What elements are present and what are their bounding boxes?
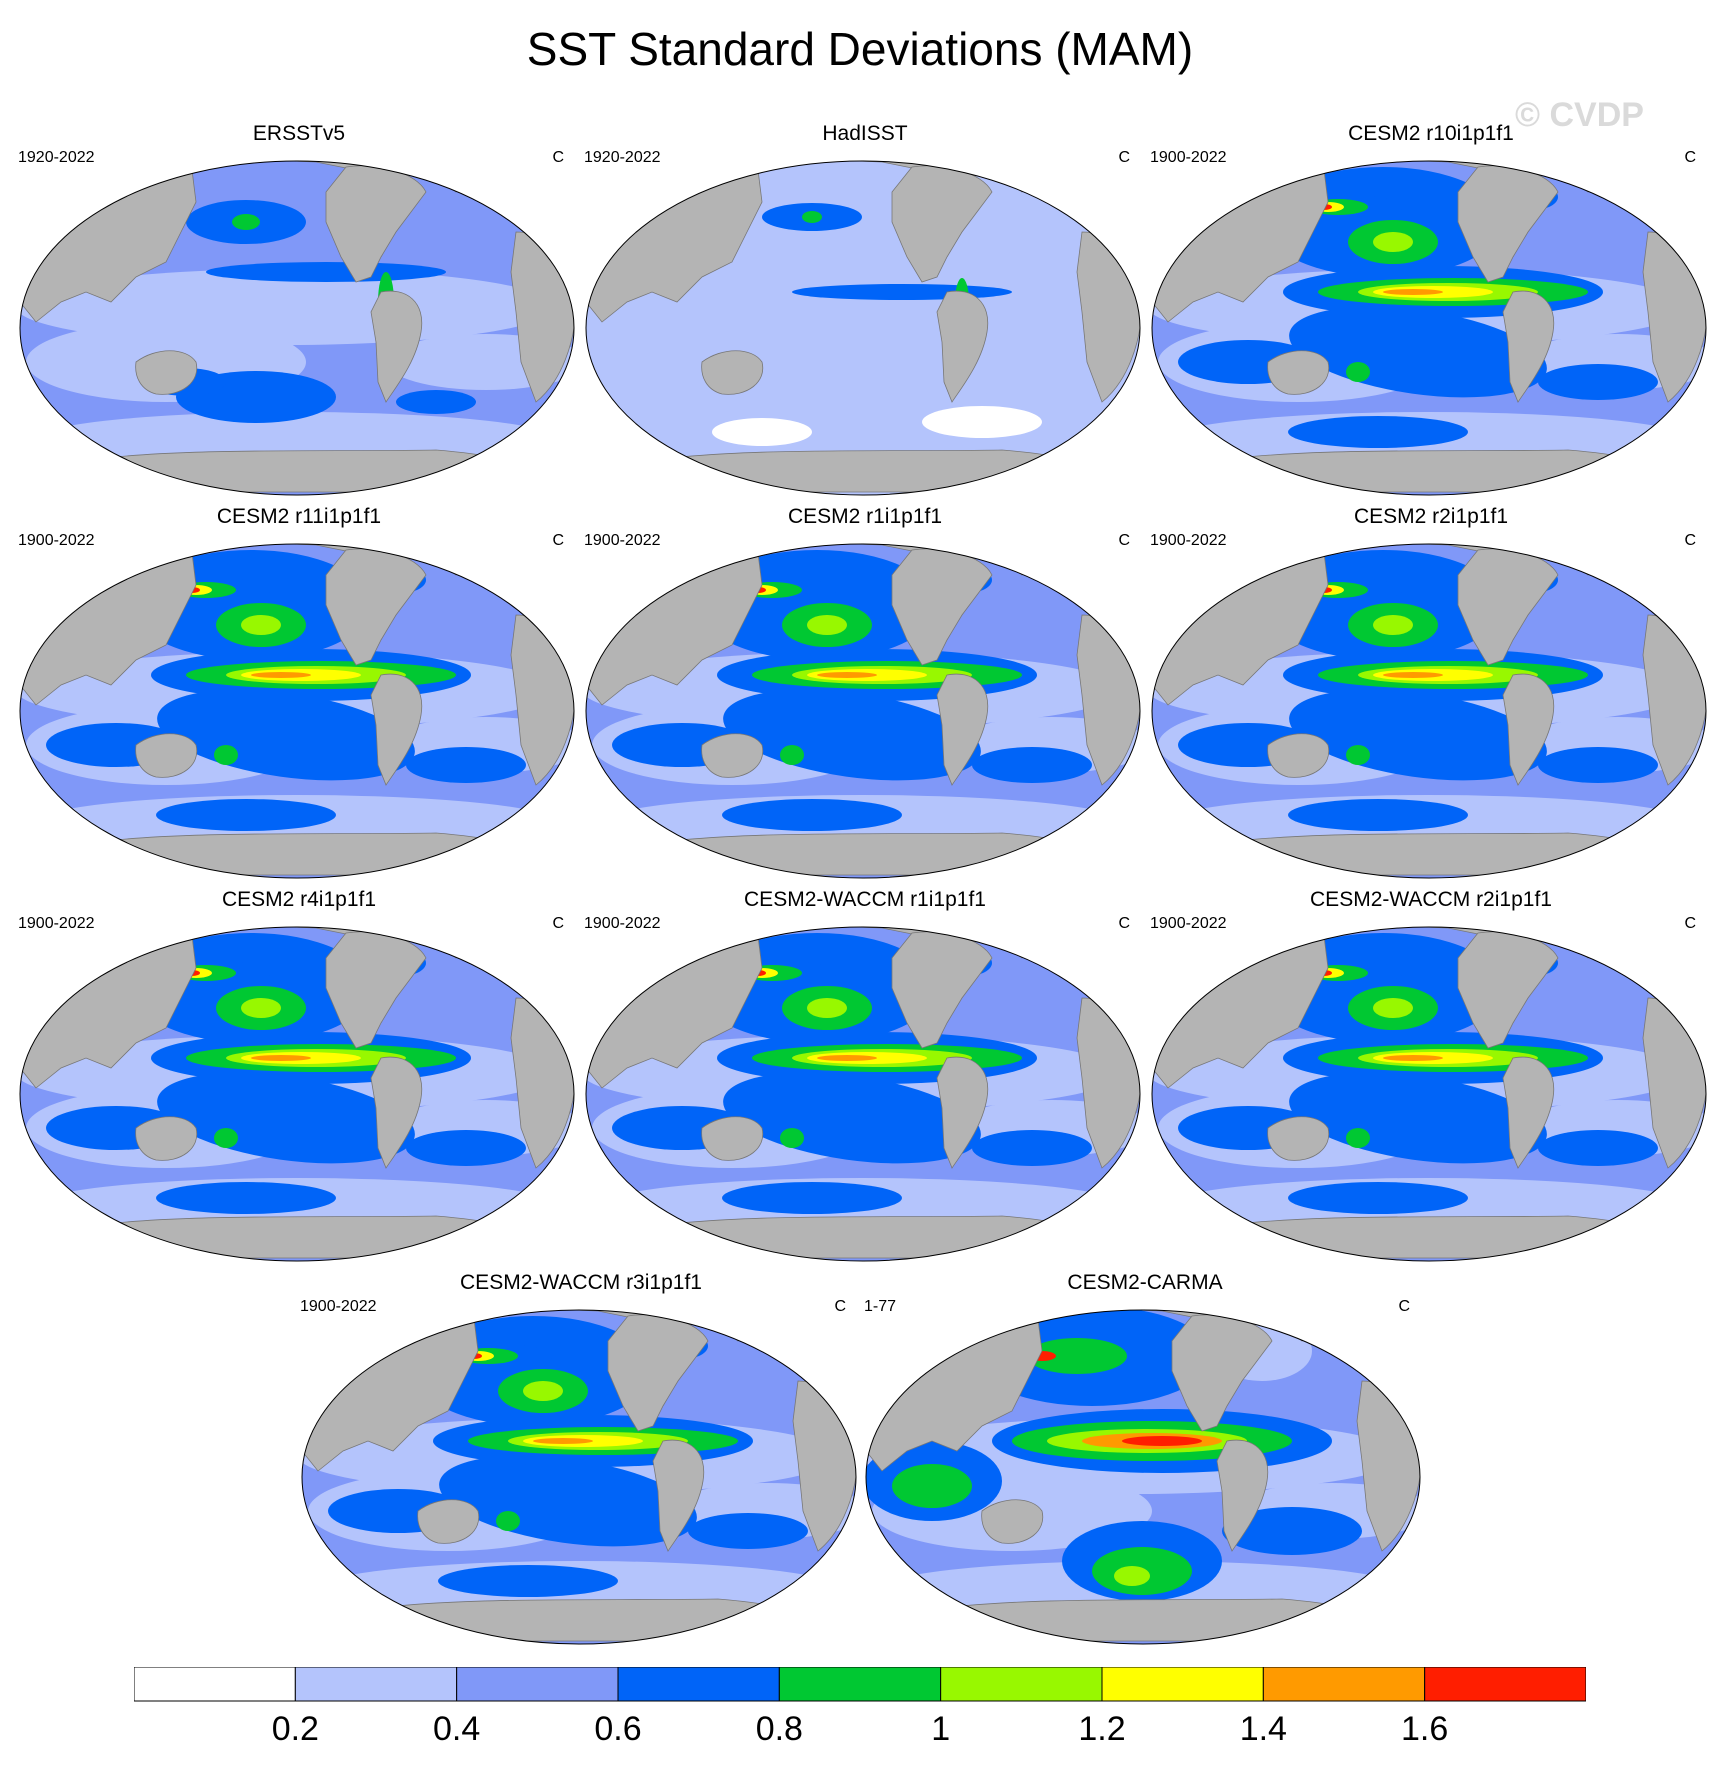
world-map <box>1151 926 1707 1262</box>
panel-period: 1920-2022 <box>584 149 661 166</box>
colorbar-segment <box>940 1667 1103 1702</box>
panel-units: C <box>1684 149 1696 166</box>
world-map <box>865 1309 1421 1645</box>
world-map <box>1151 160 1707 496</box>
colorbar-tick-label: 0.8 <box>755 1710 803 1748</box>
map-panel: HadISST 1920-2022 C <box>582 122 1148 502</box>
map-panel: CESM2-WACCM r2i1p1f1 1900-2022 C <box>1148 888 1714 1268</box>
colorbar-tick-label: 1.2 <box>1078 1710 1126 1748</box>
colorbar-tick-label: 1 <box>931 1710 951 1748</box>
map-panel: ERSSTv5 1920-2022 C <box>16 122 582 502</box>
panel-period: 1-77 <box>864 1298 897 1315</box>
world-map <box>585 926 1141 1262</box>
world-map <box>585 543 1141 879</box>
panel-units: C <box>1684 915 1696 932</box>
colorbar-segment <box>617 1667 780 1702</box>
panel-title: CESM2 r11i1p1f1 <box>216 505 382 528</box>
panel-units: C <box>1118 915 1130 932</box>
world-map <box>19 543 575 879</box>
map-panel: CESM2 r1i1p1f1 1900-2022 C <box>582 505 1148 885</box>
panel-units: C <box>552 149 564 166</box>
panel-period: 1900-2022 <box>18 532 95 549</box>
colorbar-tick-label: 1.4 <box>1239 1710 1287 1748</box>
cvdp-watermark: © CVDP <box>1515 96 1644 134</box>
panel-units: C <box>834 1298 846 1315</box>
panel-units: C <box>552 915 564 932</box>
panel-title: CESM2 r2i1p1f1 <box>1353 505 1509 528</box>
map-panel: CESM2 r2i1p1f1 1900-2022 C <box>1148 505 1714 885</box>
panel-title: CESM2 r4i1p1f1 <box>221 888 377 911</box>
map-panel: CESM2-CARMA 1-77 C <box>862 1271 1428 1651</box>
map-panel: CESM2 r4i1p1f1 1900-2022 C <box>16 888 582 1268</box>
colorbar-segment <box>1262 1667 1426 1702</box>
figure-title: SST Standard Deviations (MAM) <box>526 23 1194 75</box>
colorbar-tick-label: 0.2 <box>271 1710 319 1748</box>
map-panel: CESM2-WACCM r1i1p1f1 1900-2022 C <box>582 888 1148 1268</box>
map-panel: CESM2 r10i1p1f1 1900-2022 C <box>1148 122 1714 502</box>
panel-period: 1900-2022 <box>300 1298 377 1315</box>
colorbar-segment <box>1101 1667 1264 1702</box>
panel-period: 1900-2022 <box>1150 149 1227 166</box>
panel-units: C <box>1118 532 1130 549</box>
panel-title: CESM2-CARMA <box>1067 1271 1223 1294</box>
panel-period: 1900-2022 <box>18 915 95 932</box>
panel-title: CESM2-WACCM r3i1p1f1 <box>460 1271 702 1294</box>
colorbar <box>134 1667 1586 1702</box>
world-map <box>19 160 575 496</box>
colorbar-segment <box>456 1667 619 1702</box>
panel-title: CESM2-WACCM r2i1p1f1 <box>1310 888 1552 911</box>
panel-period: 1900-2022 <box>1150 532 1227 549</box>
colorbar-tick-label: 0.6 <box>594 1710 642 1748</box>
panel-units: C <box>1118 149 1130 166</box>
colorbar-segment <box>134 1667 296 1702</box>
panel-title: HadISST <box>822 122 908 145</box>
colorbar-segment <box>294 1667 458 1702</box>
panel-title: CESM2 r10i1p1f1 <box>1348 122 1514 145</box>
world-map <box>19 926 575 1262</box>
colorbar-segment <box>778 1667 942 1702</box>
panel-period: 1920-2022 <box>18 149 95 166</box>
panel-units: C <box>1398 1298 1410 1315</box>
colorbar-segment <box>1424 1667 1586 1702</box>
map-panel: CESM2-WACCM r3i1p1f1 1900-2022 C <box>298 1271 864 1651</box>
colorbar-tick-label: 1.6 <box>1401 1710 1449 1748</box>
world-map <box>1151 543 1707 879</box>
world-map <box>301 1309 857 1645</box>
panel-units: C <box>1684 532 1696 549</box>
panel-units: C <box>552 532 564 549</box>
panel-title: CESM2 r1i1p1f1 <box>787 505 943 528</box>
panel-title: ERSSTv5 <box>252 122 346 145</box>
map-panel: CESM2 r11i1p1f1 1900-2022 C <box>16 505 582 885</box>
panel-period: 1900-2022 <box>584 915 661 932</box>
world-map <box>585 160 1141 496</box>
panel-period: 1900-2022 <box>1150 915 1227 932</box>
panel-period: 1900-2022 <box>584 532 661 549</box>
colorbar-tick-label: 0.4 <box>433 1710 481 1748</box>
panel-title: CESM2-WACCM r1i1p1f1 <box>744 888 986 911</box>
